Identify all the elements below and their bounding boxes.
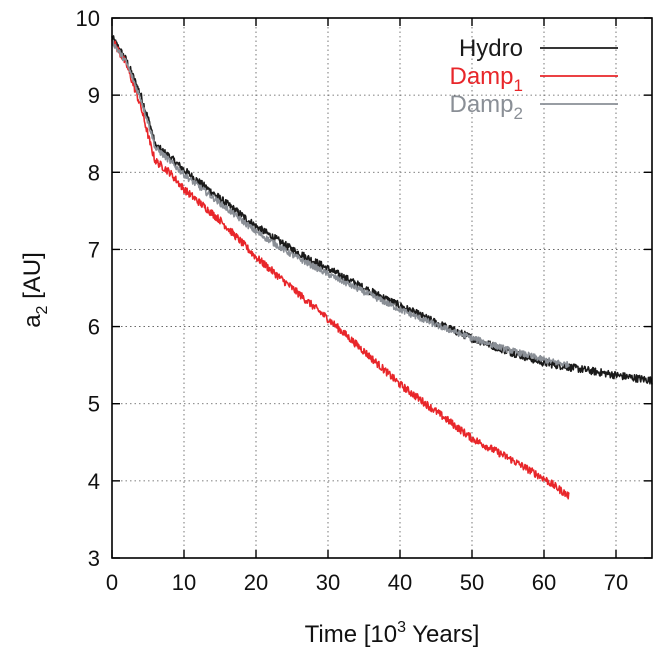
y-tick-label: 9 — [88, 83, 100, 108]
legend-label: Hydro — [459, 35, 523, 62]
x-tick-label: 70 — [604, 570, 628, 595]
x-axis-label: Time [103 Years] — [305, 619, 480, 648]
y-tick-labels: 3 4 5 6 7 8 9 10 — [76, 6, 100, 571]
y-tick-label: 8 — [88, 160, 100, 185]
y-tick-label: 10 — [76, 6, 100, 31]
axis-ticks — [111, 17, 652, 559]
y-tick-label: 4 — [88, 469, 100, 494]
y-tick-label: 3 — [88, 546, 100, 571]
x-tick-label: 50 — [460, 570, 484, 595]
x-tick-label: 10 — [172, 570, 196, 595]
y-tick-label: 7 — [88, 237, 100, 262]
y-axis-label: a2 [AU] — [19, 252, 51, 328]
x-tick-label: 20 — [244, 570, 268, 595]
series-line-2 — [111, 39, 570, 500]
legend-label: Damp2 — [450, 91, 524, 123]
x-tick-label: 30 — [316, 570, 340, 595]
y-tick-label: 6 — [88, 315, 100, 340]
grid-lines — [112, 18, 652, 558]
series-line-3 — [111, 39, 570, 369]
x-tick-label: 60 — [532, 570, 556, 595]
legend-label: Damp1 — [450, 63, 524, 95]
series-line-1 — [111, 35, 653, 385]
plot-frame — [111, 17, 653, 559]
x-tick-labels: 0 10 20 30 40 50 60 70 — [106, 570, 628, 595]
x-tick-label: 40 — [388, 570, 412, 595]
y-tick-label: 5 — [88, 392, 100, 417]
series-lines — [111, 35, 653, 500]
x-tick-label: 0 — [106, 570, 118, 595]
